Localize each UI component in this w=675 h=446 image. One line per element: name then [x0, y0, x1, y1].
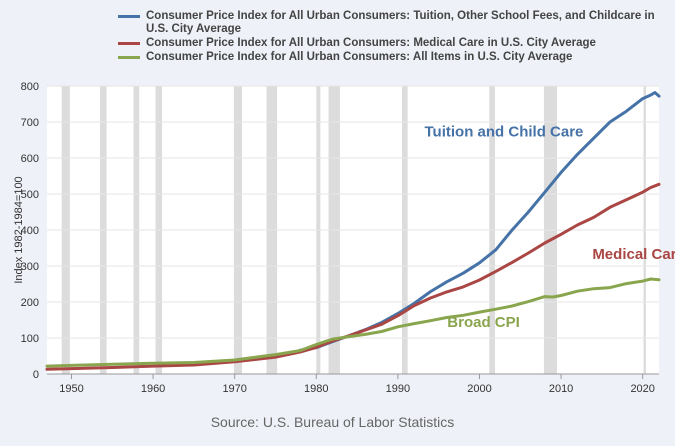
y-tick-label: 100	[21, 333, 39, 345]
legend-label: Consumer Price Index for All Urban Consu…	[146, 51, 573, 63]
x-tick-label: 1970	[222, 383, 246, 395]
x-tick-label: 1960	[141, 383, 165, 395]
x-tick-label: 2020	[630, 383, 654, 395]
y-tick-label: 200	[21, 297, 39, 309]
y-tick-label: 400	[21, 225, 39, 237]
source-note: Source: U.S. Bureau of Labor Statistics	[210, 414, 455, 430]
x-tick-label: 1950	[59, 383, 83, 395]
y-tick-label: 700	[21, 117, 39, 129]
series-line-2	[45, 182, 661, 371]
y-tick-label: 300	[21, 261, 39, 273]
legend-swatch	[118, 56, 140, 59]
series-line-3	[45, 277, 661, 368]
x-tick-label: 2010	[549, 383, 573, 395]
legend-swatch	[118, 42, 140, 45]
series-annotation-2: Medical Care	[592, 246, 675, 263]
x-tick-label: 2000	[467, 383, 491, 395]
legend-label: Consumer Price Index for All Urban Consu…	[146, 10, 655, 35]
series-annotation-1: Tuition and Child Care	[425, 123, 584, 140]
y-tick-label: 600	[21, 153, 39, 165]
legend-item-1[interactable]: Consumer Price Index for All Urban Consu…	[118, 10, 658, 36]
legend-label: Consumer Price Index for All Urban Consu…	[146, 37, 596, 49]
legend-item-2[interactable]: Consumer Price Index for All Urban Consu…	[118, 37, 658, 50]
legend: Consumer Price Index for All Urban Consu…	[118, 10, 658, 65]
y-axis-title: Index 1982-1984=100	[13, 176, 25, 283]
series-annotation-3: Broad CPI	[447, 314, 520, 331]
legend-swatch	[118, 15, 140, 18]
x-tick-label: 1980	[304, 383, 328, 395]
y-tick-label: 0	[33, 369, 39, 381]
y-tick-label: 800	[21, 81, 39, 93]
legend-item-3[interactable]: Consumer Price Index for All Urban Consu…	[118, 51, 658, 64]
y-tick-label: 500	[21, 189, 39, 201]
x-tick-label: 1990	[386, 383, 410, 395]
